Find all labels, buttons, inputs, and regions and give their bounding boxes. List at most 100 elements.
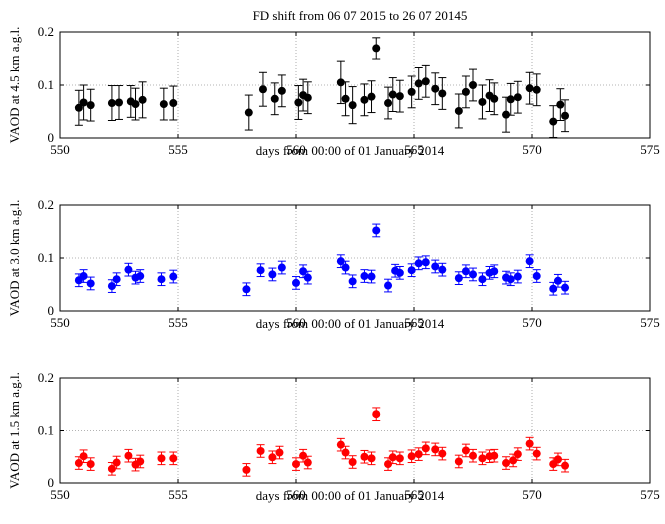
data-point-3-0km-44 [561, 283, 570, 292]
data-point-1-5km-12 [268, 453, 277, 462]
data-point-3-0km-40 [525, 257, 534, 266]
data-point-1-5km-20 [360, 452, 369, 461]
x-tick-label-3-0km-3: 565 [404, 315, 424, 330]
data-point-1-5km-21 [367, 454, 376, 463]
data-point-4-5km-9 [169, 99, 178, 108]
data-point-4-5km-36 [490, 94, 499, 103]
data-point-3-0km-15 [299, 267, 308, 276]
data-point-3-0km-19 [348, 277, 357, 286]
data-point-1-5km-2 [86, 460, 95, 469]
data-point-4-5km-2 [86, 101, 95, 110]
data-point-4-5km-22 [372, 44, 381, 53]
data-point-4-5km-11 [258, 85, 267, 94]
data-point-3-0km-21 [367, 272, 376, 281]
figure-title: FD shift from 06 07 2015 to 26 07 20145 [253, 8, 468, 23]
x-tick-label-1-5km-4: 570 [522, 487, 542, 502]
data-point-3-0km-16 [303, 273, 312, 282]
data-point-4-5km-31 [454, 106, 463, 115]
data-point-3-0km-4 [112, 275, 121, 284]
data-point-4-5km-13 [277, 86, 286, 95]
y-tick-label-3-0km-2: 0.2 [38, 197, 54, 212]
y-tick-label-3-0km-1: 0.1 [38, 250, 54, 265]
x-tick-label-3-0km-2: 560 [286, 315, 306, 330]
data-point-1-5km-23 [384, 460, 393, 469]
data-point-1-5km-22 [372, 410, 381, 419]
y-axis-label-4-5km: VAOD at 4.5 km a.g.l. [7, 27, 22, 144]
data-point-4-5km-38 [506, 95, 515, 104]
data-point-1-5km-8 [157, 454, 166, 463]
y-tick-label-3-0km-0: 0 [48, 303, 55, 318]
data-point-1-5km-36 [490, 451, 499, 460]
data-point-4-5km-20 [360, 95, 369, 104]
data-point-3-0km-13 [277, 263, 286, 272]
data-point-4-5km-44 [561, 111, 570, 120]
data-point-4-5km-12 [270, 94, 279, 103]
x-tick-label-3-0km-1: 555 [168, 315, 188, 330]
data-point-3-0km-31 [454, 274, 463, 283]
data-point-1-5km-28 [421, 444, 430, 453]
data-point-4-5km-10 [244, 108, 253, 117]
data-point-4-5km-8 [159, 100, 168, 109]
data-point-3-0km-30 [438, 265, 447, 274]
panel-3-0km: 550 555 560 565 570 575 0 0.1 0.2 days from 00:00… [7, 197, 660, 331]
data-point-3-0km-14 [292, 278, 300, 287]
data-point-4-5km-1 [79, 98, 88, 107]
data-point-1-5km-10 [242, 465, 251, 474]
x-tick-label-3-0km-5: 575 [640, 315, 660, 330]
data-point-1-5km-7 [136, 457, 145, 466]
data-point-4-5km-29 [431, 84, 440, 93]
x-tick-label-4-5km-0: 550 [50, 142, 70, 157]
data-point-1-5km-38 [509, 456, 518, 465]
data-point-3-0km-36 [490, 267, 499, 276]
panel-4-5km: 550 555 560 565 570 575 0 0.1 0.2 days from 00:00… [7, 24, 660, 158]
data-point-4-5km-34 [478, 97, 487, 106]
x-axis-label-4-5km: days from 00:00 of 01 January 2014 [256, 143, 445, 158]
data-point-1-5km-32 [461, 446, 470, 455]
data-point-3-0km-10 [242, 285, 251, 294]
data-point-4-5km-33 [469, 81, 477, 89]
data-point-1-5km-11 [256, 446, 265, 455]
data-point-1-5km-24 [388, 453, 397, 462]
x-axis-label-1-5km: days from 00:00 of 01 January 2014 [256, 488, 445, 503]
y-axis-label-1-5km: VAOD at 1.5 km a.g.l. [7, 372, 22, 489]
data-point-3-0km-28 [421, 258, 430, 267]
data-point-4-5km-4 [115, 98, 123, 107]
y-tick-label-4-5km-0: 0 [48, 130, 55, 145]
data-point-3-0km-5 [124, 265, 133, 274]
x-tick-label-1-5km-1: 555 [168, 487, 188, 502]
data-point-1-5km-19 [348, 458, 357, 466]
data-point-1-5km-31 [454, 457, 463, 466]
data-point-4-5km-37 [502, 110, 511, 119]
data-point-3-0km-38 [506, 275, 515, 284]
data-point-3-0km-18 [341, 263, 350, 272]
data-point-1-5km-30 [438, 449, 447, 458]
data-point-3-0km-20 [360, 272, 369, 281]
data-point-1-5km-34 [478, 454, 487, 463]
data-point-4-5km-40 [525, 84, 534, 93]
data-point-3-0km-42 [549, 284, 558, 293]
data-point-1-5km-13 [275, 448, 284, 457]
x-tick-label-4-5km-1: 555 [168, 142, 188, 157]
data-point-1-5km-33 [469, 451, 477, 460]
data-point-1-5km-0 [74, 459, 83, 468]
y-tick-label-1-5km-2: 0.2 [38, 370, 54, 385]
data-point-4-5km-26 [407, 87, 416, 96]
x-tick-label-4-5km-4: 570 [522, 142, 542, 157]
data-point-1-5km-15 [299, 451, 308, 460]
data-point-3-0km-27 [414, 259, 423, 268]
data-point-3-0km-22 [372, 226, 381, 235]
data-point-1-5km-1 [79, 452, 88, 461]
data-point-3-0km-7 [136, 272, 145, 281]
data-point-1-5km-27 [414, 450, 423, 459]
data-point-4-5km-28 [421, 77, 430, 86]
data-point-4-5km-23 [384, 99, 393, 108]
data-point-4-5km-6 [131, 100, 140, 109]
data-point-3-0km-3 [107, 282, 116, 291]
data-point-4-5km-16 [303, 93, 312, 102]
x-tick-label-4-5km-5: 575 [640, 142, 660, 157]
data-point-3-0km-41 [532, 272, 541, 281]
data-point-4-5km-39 [513, 93, 522, 102]
y-tick-label-1-5km-1: 0.1 [38, 423, 54, 438]
data-point-4-5km-41 [532, 85, 541, 94]
